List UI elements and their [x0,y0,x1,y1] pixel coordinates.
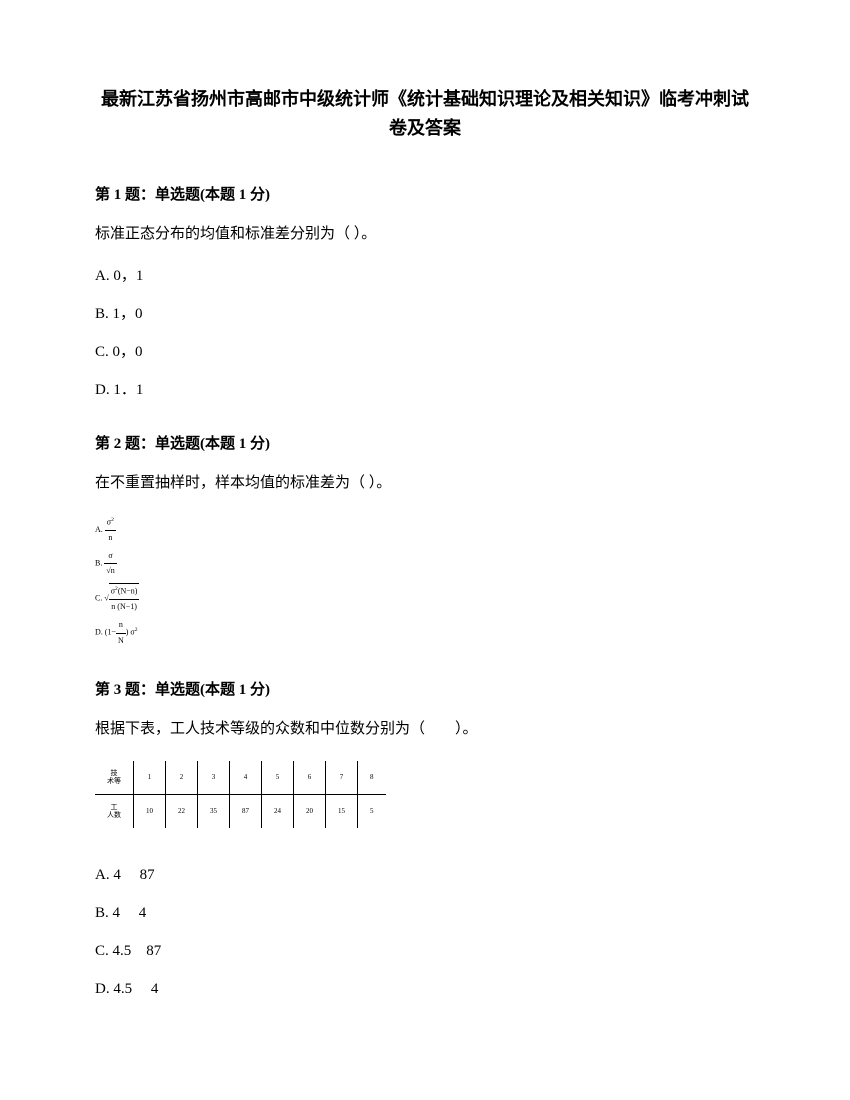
q1-option-a: A. 0，1 [95,264,755,288]
q2-header: 第 2 题：单选题(本题 1 分) [95,432,755,453]
table-cell: 1 [134,761,166,794]
q3-option-d: D. 4.5 4 [95,977,755,1001]
row2-label: 工人数 [95,794,134,827]
table-cell: 5 [262,761,294,794]
table-cell: 6 [294,761,326,794]
table-cell: 24 [262,794,294,827]
question-2: 第 2 题：单选题(本题 1 分) 在不重置抽样时，样本均值的标准差为（ ）。 … [95,432,755,648]
q2-formula-c: C. √σ2(N−n)n (N−1) [95,583,755,614]
q1-option-d: D. 1．1 [95,378,755,402]
q1-text: 标准正态分布的均值和标准差分别为（ ）。 [95,222,755,246]
q3-option-c: C. 4.5 87 [95,939,755,963]
table-cell: 35 [198,794,230,827]
q2-text: 在不重置抽样时，样本均值的标准差为（ ）。 [95,471,755,495]
q2-formula-d: D. (1−nN) σ2 [95,618,755,648]
document-title: 最新江苏省扬州市高邮市中级统计师《统计基础知识理论及相关知识》临考冲刺试卷及答案 [95,85,755,143]
q1-header: 第 1 题：单选题(本题 1 分) [95,183,755,204]
question-3: 第 3 题：单选题(本题 1 分) 根据下表，工人技术等级的众数和中位数分别为（… [95,678,755,1001]
table-row: 工人数 10 22 35 87 24 20 15 5 [95,794,386,827]
table-cell: 4 [230,761,262,794]
table-cell: 22 [166,794,198,827]
table-cell: 10 [134,794,166,827]
q3-data-table: 技术等 1 2 3 4 5 6 7 8 工人数 10 22 35 87 24 2… [95,761,386,828]
q2-formula-a: A. σ2n [95,515,755,545]
table-cell: 3 [198,761,230,794]
q3-header: 第 3 题：单选题(本题 1 分) [95,678,755,699]
table-cell: 8 [358,761,386,794]
q2-formulas: A. σ2n B. σ√n C. √σ2(N−n)n (N−1) D. (1−n… [95,515,755,648]
q3-option-b: B. 4 4 [95,901,755,925]
q3-text: 根据下表，工人技术等级的众数和中位数分别为（ ）。 [95,717,755,741]
q1-option-c: C. 0，0 [95,340,755,364]
table-cell: 15 [326,794,358,827]
table-cell: 5 [358,794,386,827]
table-cell: 2 [166,761,198,794]
table-row: 技术等 1 2 3 4 5 6 7 8 [95,761,386,794]
question-1: 第 1 题：单选题(本题 1 分) 标准正态分布的均值和标准差分别为（ ）。 A… [95,183,755,402]
row1-label: 技术等 [95,761,134,794]
table-cell: 7 [326,761,358,794]
q2-formula-b: B. σ√n [95,549,755,579]
q1-option-b: B. 1，0 [95,302,755,326]
q3-option-a: A. 4 87 [95,863,755,887]
table-cell: 20 [294,794,326,827]
table-cell: 87 [230,794,262,827]
